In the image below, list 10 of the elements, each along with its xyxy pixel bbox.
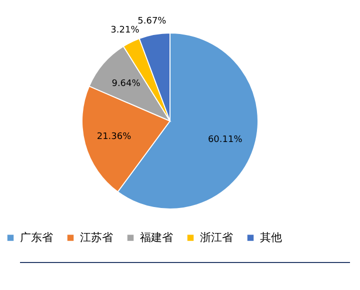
legend-label: 广东省	[20, 230, 53, 244]
legend-label: 浙江省	[200, 230, 233, 244]
data-label: 5.67%	[138, 16, 167, 27]
data-label: 21.36%	[96, 132, 132, 142]
legend-label: 福建省	[140, 230, 173, 244]
legend-label: 江苏省	[80, 230, 113, 244]
legend-label: 其他	[260, 230, 282, 244]
data-label: 60.11%	[208, 135, 243, 146]
data-label: 9.64%	[112, 79, 141, 90]
data-label: 3.21%	[110, 25, 140, 36]
